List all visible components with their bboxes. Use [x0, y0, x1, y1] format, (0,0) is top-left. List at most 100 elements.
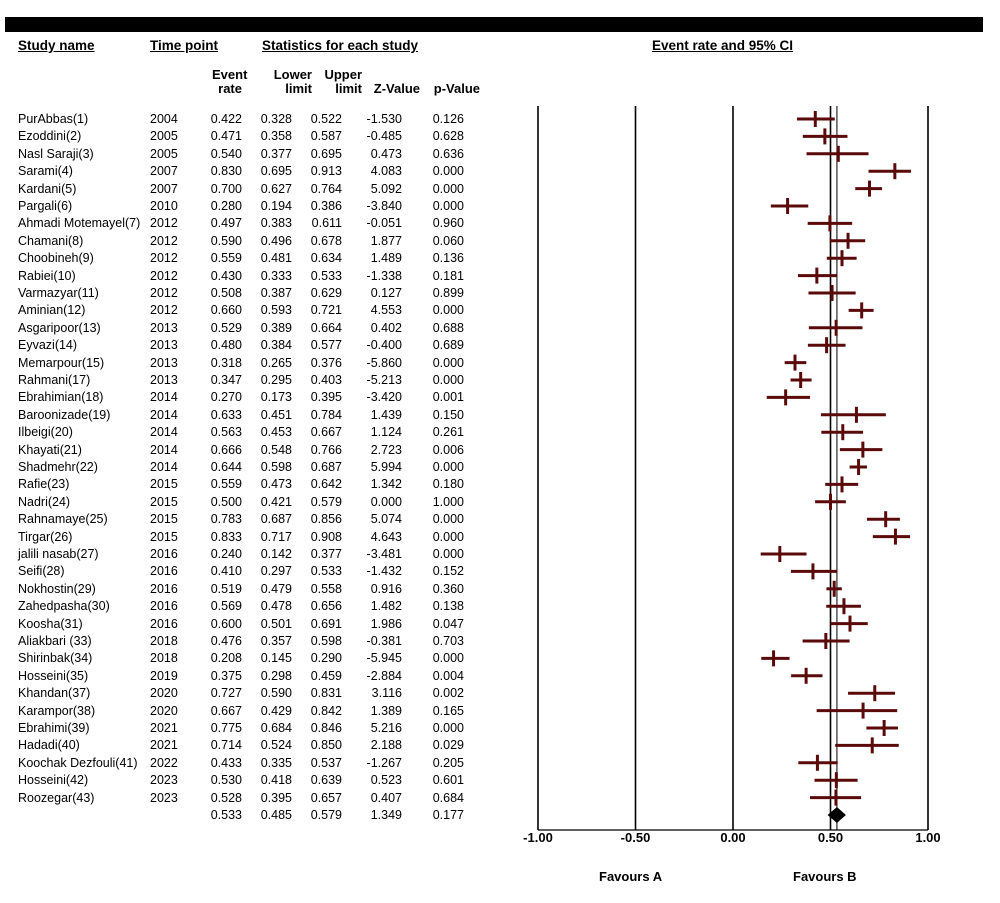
upper-limit-cell: 0.587 [310, 129, 342, 144]
upper-limit-cell: 0.403 [310, 373, 342, 387]
z-value-cell: 0.407 [370, 790, 402, 805]
event-rate-cell: 0.590 [210, 233, 242, 248]
study-name-cell: Ebrahimi(39) [18, 721, 90, 735]
study-name-cell: Hadadi(40) [18, 738, 80, 753]
year-cell: 2012 [150, 286, 178, 300]
event-rate-cell: 0.280 [210, 199, 242, 213]
p-value-header: p-Value [433, 81, 480, 96]
event-rate-cell: 0.540 [210, 146, 242, 161]
study-name-cell: Asgaripoor(13) [18, 320, 101, 335]
upper-limit-cell: 0.577 [310, 338, 342, 353]
z-value-cell: -0.051 [366, 216, 402, 231]
study-name-header: Study name [18, 38, 95, 53]
z-value-cell: 4.643 [370, 529, 402, 544]
upper-limit-cell: 0.376 [310, 355, 342, 370]
x-tick-label: -0.50 [621, 830, 651, 845]
upper-limit-cell: 0.395 [310, 390, 342, 405]
event-rate-cell: 0.783 [210, 512, 242, 527]
p-value-cell: 0.000 [432, 355, 464, 370]
study-name-cell: Baroonizade(19) [18, 407, 111, 422]
lower-limit-cell: 0.297 [260, 564, 292, 579]
p-value-cell: 0.165 [432, 703, 464, 718]
study-name-cell: Nadri(24) [18, 494, 71, 509]
year-cell: 2004 [150, 112, 178, 126]
study-name-cell: Aminian(12) [18, 303, 86, 318]
p-value-cell: 0.000 [432, 303, 464, 318]
study-name-cell: Roozegar(43) [18, 790, 95, 805]
study-name-cell: Aliakbari (33) [18, 634, 92, 648]
study-name-cell: Ezoddini(2) [18, 129, 82, 144]
lower-limit-cell: 0.295 [260, 373, 292, 387]
z-value-cell: 5.092 [370, 181, 402, 196]
year-cell: 2018 [150, 634, 178, 648]
p-value-cell: 0.002 [432, 686, 464, 701]
lower-limit-cell: 0.387 [260, 286, 292, 300]
study-name-cell: Rahnamaye(25) [18, 512, 108, 527]
lower-limit-cell: 0.194 [260, 199, 292, 213]
study-name-cell: Shadmehr(22) [18, 460, 98, 474]
lower-limit-cell: 0.627 [260, 181, 292, 196]
event-rate-cell: 0.600 [210, 616, 242, 631]
lower-limit-cell: 0.173 [260, 390, 292, 405]
upper-limit-cell: 0.850 [310, 738, 342, 753]
lower-limit-cell: 0.142 [260, 547, 292, 561]
p-value-cell: 0.000 [432, 164, 464, 179]
p-value-cell: 0.006 [432, 442, 464, 457]
z-value-cell: -5.213 [366, 373, 402, 387]
event-rate-cell: 0.775 [210, 721, 242, 735]
z-value-cell: 1.877 [370, 233, 402, 248]
z-value-cell: -1.530 [366, 112, 402, 126]
year-cell: 2020 [150, 686, 178, 701]
upper-limit-cell: 0.856 [310, 512, 342, 527]
year-cell: 2013 [150, 338, 178, 353]
event-rate-cell: 0.563 [210, 425, 242, 440]
study-name-cell: Rabiei(10) [18, 268, 76, 283]
event-rate-cell: 0.318 [210, 355, 242, 370]
event-rate-cell: 0.528 [210, 790, 242, 805]
event-rate-cell: 0.700 [210, 181, 242, 196]
year-cell: 2021 [150, 738, 178, 753]
event-rate-cell: 0.375 [210, 668, 242, 683]
event-rate-cell: 0.633 [210, 407, 242, 422]
study-name-cell: Nasl Saraji(3) [18, 146, 94, 161]
year-cell: 2018 [150, 651, 178, 666]
p-value-cell: 0.001 [432, 390, 464, 405]
lower-limit-cell: 0.593 [260, 303, 292, 318]
year-cell: 2014 [150, 442, 178, 457]
statistics-header: Statistics for each study [262, 38, 419, 53]
p-value-cell: 0.000 [432, 529, 464, 544]
z-value-cell: -0.400 [366, 338, 402, 353]
event-rate-cell: 0.347 [210, 373, 242, 387]
lower-limit-cell: 0.395 [260, 790, 292, 805]
z-value-cell: 1.124 [370, 425, 402, 440]
p-value-cell: 0.177 [432, 808, 464, 822]
p-value-cell: 0.360 [432, 581, 464, 596]
upper-limit-cell: 0.579 [310, 808, 342, 822]
lower-limit-cell: 0.389 [260, 320, 292, 335]
p-value-cell: 0.601 [432, 773, 464, 788]
z-value-cell: 1.389 [370, 703, 402, 718]
upper-limit-cell: 0.664 [310, 320, 342, 335]
upper-limit-cell: 0.634 [310, 251, 342, 266]
event-rate-cell: 0.530 [210, 773, 242, 788]
study-name-cell: PurAbbas(1) [18, 112, 89, 126]
upper-limit-cell: 0.377 [310, 547, 342, 561]
upper-limit-cell: 0.522 [310, 112, 342, 126]
event-rate-cell: 0.433 [210, 755, 242, 770]
study-name-cell: Khandan(37) [18, 686, 91, 701]
upper-limit-cell: 0.687 [310, 460, 342, 474]
event-rate-cell: 0.240 [210, 547, 242, 561]
z-value-cell: 0.523 [370, 773, 402, 788]
study-name-cell: Nokhostin(29) [18, 581, 96, 596]
lower-limit-cell: 0.687 [260, 512, 292, 527]
lower-limit-cell: 0.384 [260, 338, 292, 353]
upper-limit-cell: 0.656 [310, 599, 342, 614]
year-cell: 2007 [150, 164, 178, 179]
upper-limit-cell: 0.558 [310, 581, 342, 596]
year-cell: 2013 [150, 355, 178, 370]
event-rate-cell: 0.529 [210, 320, 242, 335]
z-value-cell: 1.489 [370, 251, 402, 266]
study-name-cell: Tirgar(26) [18, 529, 73, 544]
upper-limit-cell: 0.386 [310, 199, 342, 213]
